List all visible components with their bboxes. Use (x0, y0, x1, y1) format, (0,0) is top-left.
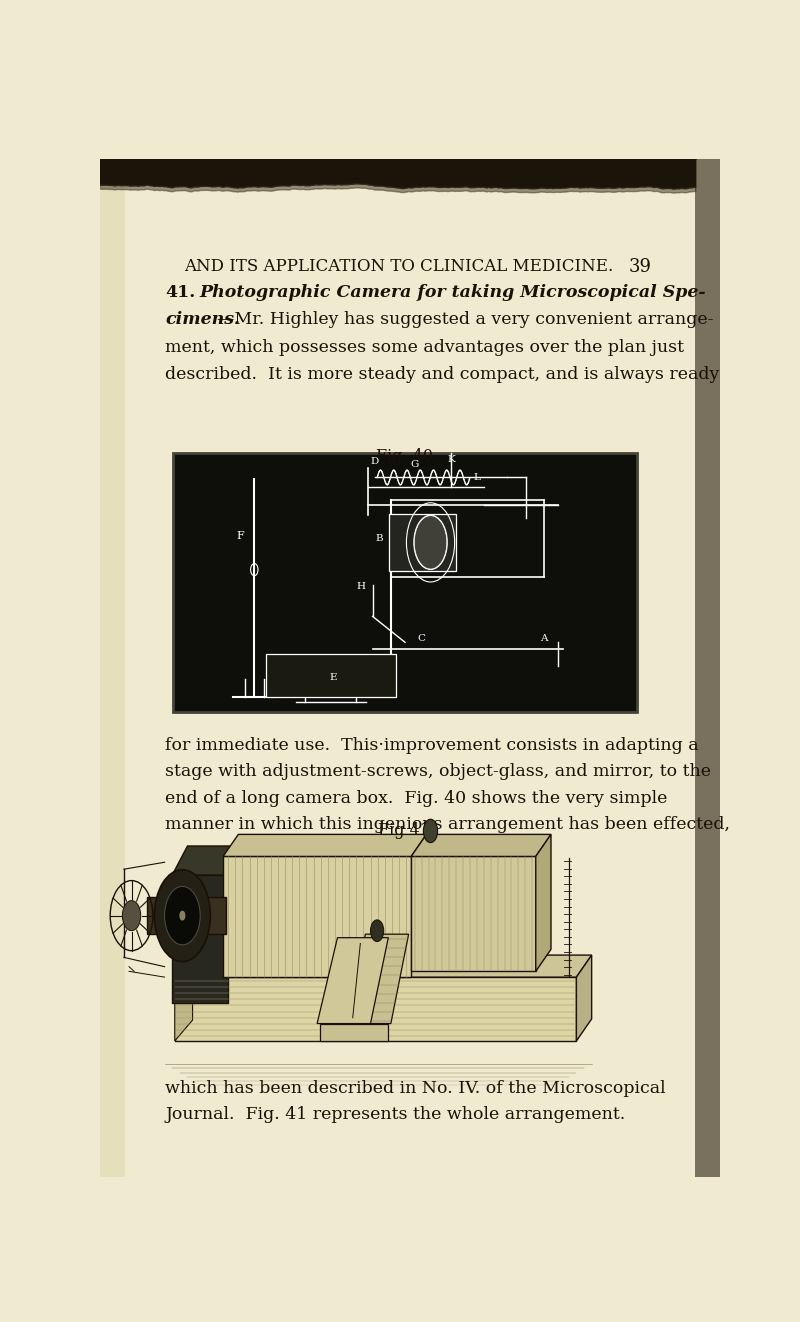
Text: L: L (474, 473, 480, 483)
Circle shape (165, 887, 200, 945)
Polygon shape (174, 954, 592, 977)
Polygon shape (174, 977, 577, 1040)
Text: A: A (541, 635, 548, 642)
Text: manner in which this ingenious arrangement has been effected,: manner in which this ingenious arrangeme… (165, 816, 730, 833)
Text: which has been described in No. IV. of the Microscopical: which has been described in No. IV. of t… (165, 1080, 666, 1097)
Bar (173, 453, 637, 713)
Polygon shape (411, 857, 536, 972)
Text: 39: 39 (629, 258, 652, 276)
Polygon shape (172, 875, 228, 1002)
Text: Journal.  Fig. 41 represents the whole arrangement.: Journal. Fig. 41 represents the whole ar… (165, 1107, 626, 1124)
Polygon shape (223, 857, 411, 977)
Polygon shape (147, 898, 226, 935)
Circle shape (179, 911, 186, 920)
Polygon shape (100, 159, 125, 1177)
Text: 41.: 41. (165, 284, 195, 301)
Polygon shape (695, 159, 720, 1177)
Polygon shape (223, 834, 426, 857)
Polygon shape (577, 954, 592, 1040)
Text: H: H (357, 582, 366, 591)
Circle shape (122, 900, 141, 931)
Text: Fig 41.: Fig 41. (378, 822, 435, 839)
Text: for immediate use.  This·improvement consists in adapting a: for immediate use. This·improvement cons… (165, 736, 698, 754)
Circle shape (414, 516, 446, 568)
Text: Photographic Camera for taking Microscopical Spe-: Photographic Camera for taking Microscop… (199, 284, 706, 301)
Polygon shape (172, 846, 243, 875)
Text: E: E (330, 673, 337, 682)
Polygon shape (411, 834, 551, 857)
Text: G: G (410, 460, 418, 469)
Text: Fig. 40.: Fig. 40. (376, 448, 438, 465)
Text: F: F (237, 531, 244, 541)
Text: AND ITS APPLICATION TO CLINICAL MEDICINE.: AND ITS APPLICATION TO CLINICAL MEDICINE… (184, 258, 613, 275)
Polygon shape (174, 954, 193, 1040)
Text: end of a long camera box.  Fig. 40 shows the very simple: end of a long camera box. Fig. 40 shows … (165, 789, 667, 806)
Polygon shape (345, 935, 409, 1023)
Text: described.  It is more steady and compact, and is always ready: described. It is more steady and compact… (165, 366, 719, 383)
Text: C: C (418, 635, 426, 642)
Polygon shape (320, 1023, 388, 1040)
Circle shape (423, 820, 438, 842)
Bar (389, 514, 456, 571)
Text: B: B (376, 534, 383, 543)
Polygon shape (536, 834, 551, 972)
Bar (266, 654, 396, 697)
Text: stage with adjustment-screws, object-glass, and mirror, to the: stage with adjustment-screws, object-gla… (165, 763, 711, 780)
Text: D: D (370, 457, 379, 467)
Text: cimens.: cimens. (165, 312, 240, 328)
Circle shape (370, 920, 384, 941)
Circle shape (154, 870, 210, 961)
Text: —Mr. Highley has suggested a very convenient arrange-: —Mr. Highley has suggested a very conven… (217, 312, 713, 328)
Text: ment, which possesses some advantages over the plan just: ment, which possesses some advantages ov… (165, 338, 684, 356)
Text: K: K (447, 455, 455, 464)
Polygon shape (317, 937, 388, 1023)
